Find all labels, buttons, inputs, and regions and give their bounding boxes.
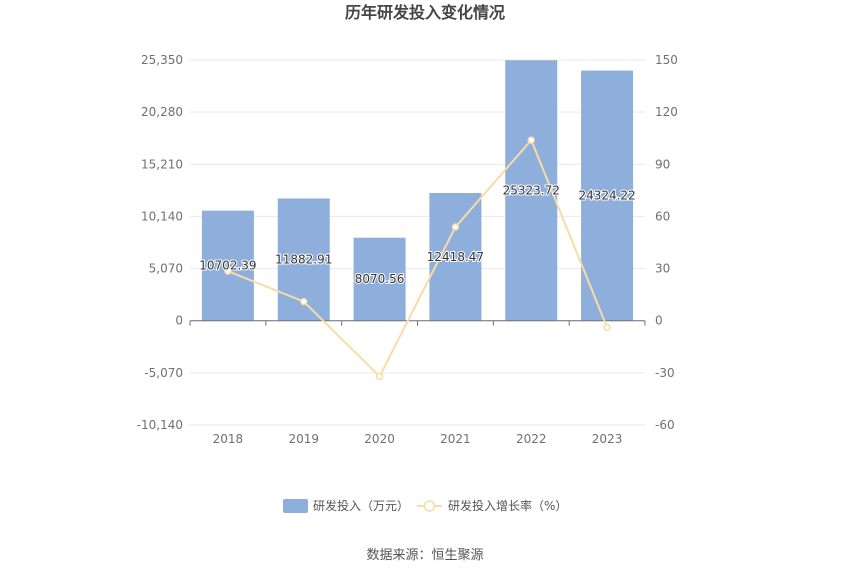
x-tick-label: 2021 [440, 432, 471, 446]
bar-labels: 10702.39 11882.91 8070.56 12418.47 25323.72 2… [198, 182, 636, 287]
x-tick-label: 2022 [516, 432, 547, 446]
growth-point [527, 136, 535, 144]
left-tick-label: 15,210 [141, 157, 183, 171]
bar [353, 237, 406, 321]
bar-data-label: 8070.56 [355, 272, 405, 286]
x-tick-label: 2020 [364, 432, 395, 446]
line-series [224, 136, 611, 381]
left-tick-label: -5,070 [144, 366, 183, 380]
left-tick-label: 10,140 [141, 209, 183, 223]
x-tick-label: 2023 [592, 432, 623, 446]
right-tick-label: 90 [655, 157, 670, 171]
growth-point [603, 323, 611, 332]
legend-swatch-bar[interactable] [283, 499, 308, 513]
x-tick-label: 2018 [213, 432, 244, 446]
right-tick-label: 150 [655, 53, 678, 67]
right-axis: -60 -30 0 30 60 90 120 150 [655, 53, 678, 432]
growth-point [375, 372, 384, 381]
right-tick-label: -30 [655, 366, 675, 380]
bar [581, 70, 634, 321]
bar-data-label: 12418.47 [427, 250, 484, 264]
grid-lines [190, 59, 645, 426]
x-axis: 2018 2019 2020 2021 2022 2023 [189, 320, 646, 446]
left-tick-label: 20,280 [141, 105, 183, 119]
bar [505, 60, 558, 321]
right-tick-label: 0 [655, 314, 663, 328]
bar-data-label: 24324.22 [578, 189, 635, 203]
bar-data-label: 25323.72 [503, 183, 560, 197]
right-tick-label: -60 [655, 418, 675, 432]
bar-data-label: 10702.39 [199, 259, 256, 273]
left-tick-label: 5,070 [149, 262, 183, 276]
left-tick-label: 0 [175, 314, 183, 328]
growth-point [224, 267, 232, 275]
right-tick-label: 30 [655, 262, 670, 276]
right-tick-label: 120 [655, 105, 678, 119]
growth-point [451, 223, 460, 231]
left-tick-label: -10,140 [137, 418, 183, 432]
chart-title: 历年研发投入变化情况 [345, 3, 505, 22]
growth-line [227, 138, 609, 379]
legend-label-bar[interactable]: 研发投入（万元） [313, 498, 409, 513]
legend-swatch-line-marker[interactable] [423, 500, 436, 512]
data-source: 数据来源：恒生聚源 [366, 548, 483, 563]
right-tick-label: 60 [655, 209, 670, 223]
bar [201, 210, 254, 321]
legend[interactable]: 研发投入（万元） 研发投入增长率（%） [283, 498, 567, 513]
x-tick-label: 2019 [288, 432, 319, 446]
bar-series [201, 60, 634, 321]
growth-point [300, 297, 308, 306]
bar [429, 192, 482, 321]
left-axis: -10,140 -5,070 0 5,070 10,140 15,210 20,280 25,… [137, 53, 183, 432]
bar-data-label: 11882.91 [275, 253, 332, 267]
legend-label-line[interactable]: 研发投入增长率（%） [448, 498, 567, 513]
left-tick-label: 25,350 [141, 53, 183, 67]
